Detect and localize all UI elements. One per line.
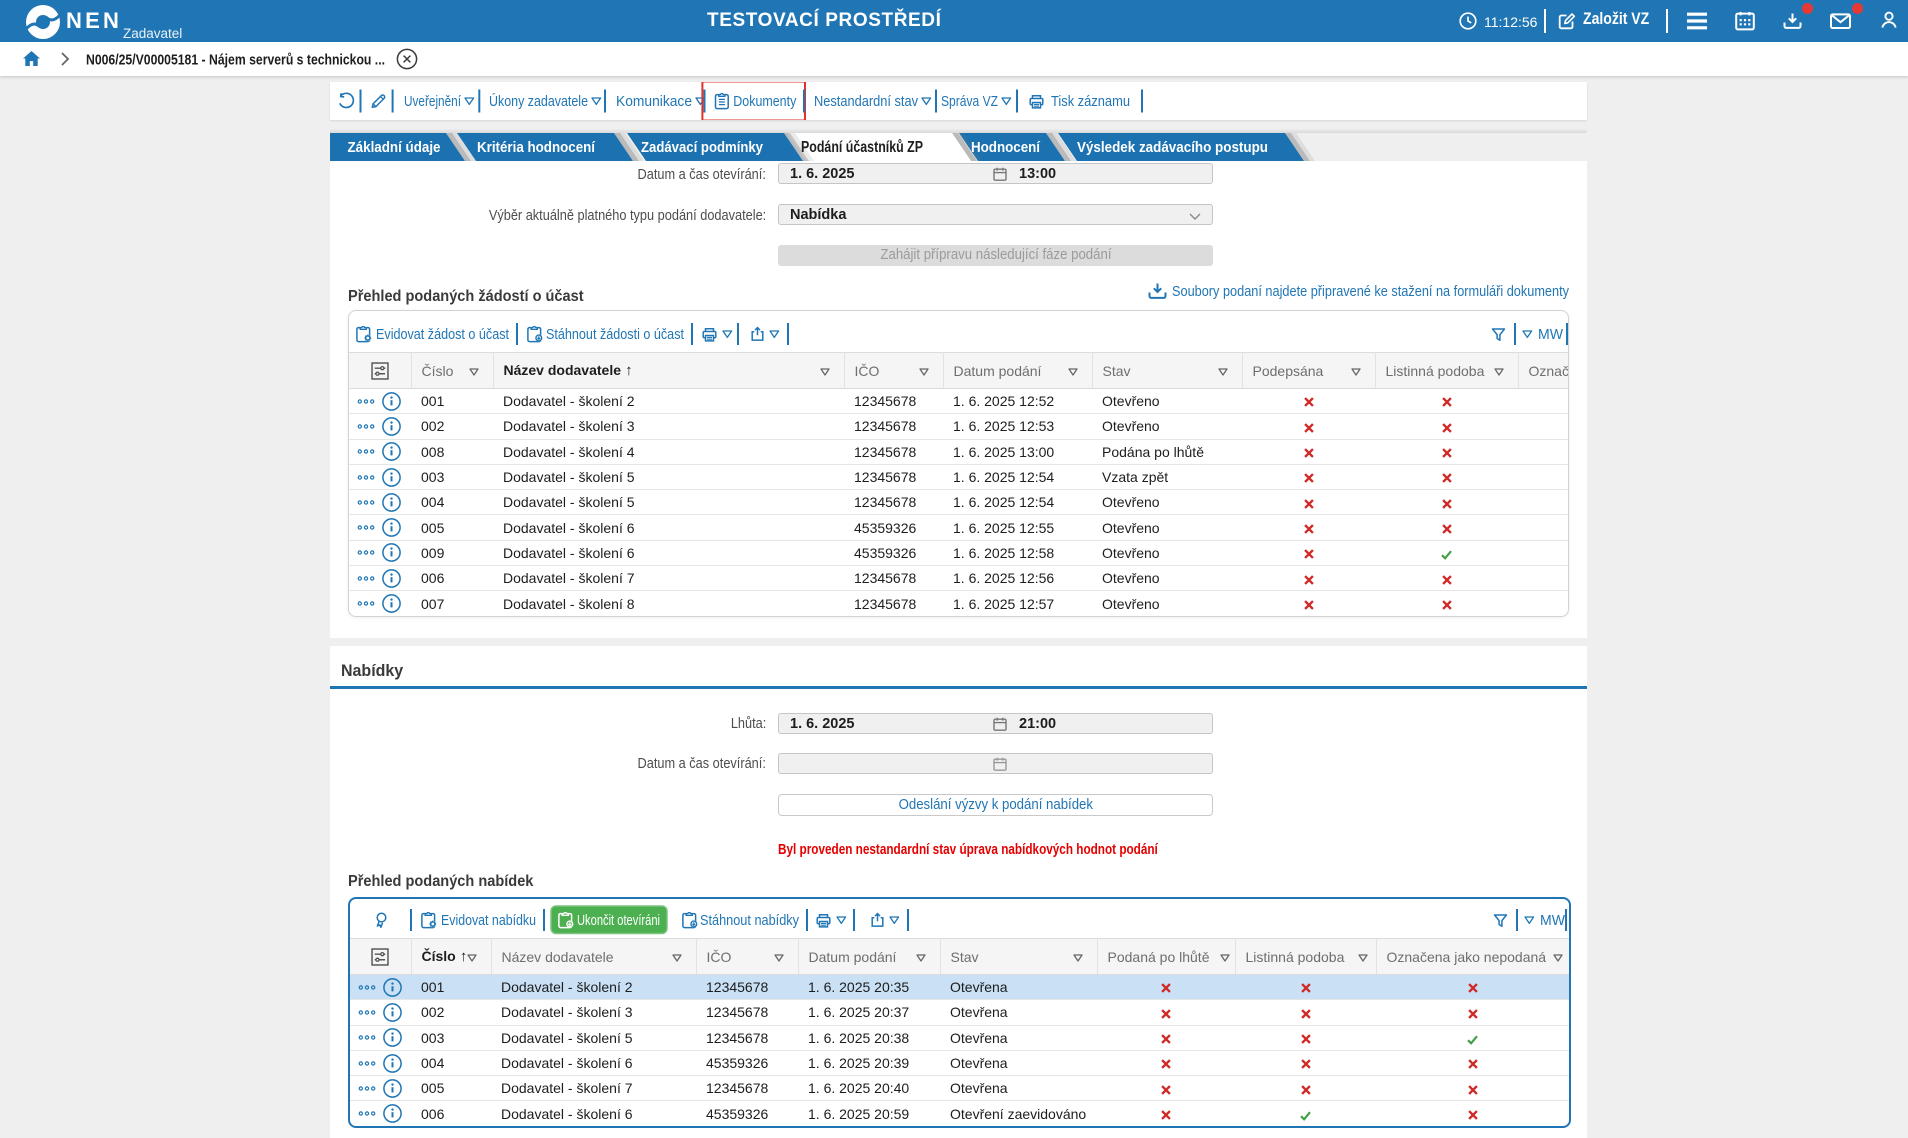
svg-text:Zadávací podmínky: Zadávací podmínky [641, 139, 764, 156]
svg-text:Evidovat žádost o účast: Evidovat žádost o účast [376, 327, 509, 343]
svg-text:Hodnocení: Hodnocení [971, 139, 1041, 156]
svg-text:Stáhnout žádosti o účast: Stáhnout žádosti o účast [546, 327, 684, 343]
svg-text:Uveřejnění: Uveřejnění [404, 94, 461, 110]
svg-text:Výsledek zadávacího postupu: Výsledek zadávacího postupu [1077, 139, 1268, 156]
svg-text:Evidovat nabídku: Evidovat nabídku [441, 913, 536, 929]
svg-text:Nestandardní stav: Nestandardní stav [814, 94, 919, 110]
svg-text:Stáhnout nabídky: Stáhnout nabídky [700, 913, 800, 929]
svg-text:Ukončit otevíráni: Ukončit otevíráni [577, 913, 660, 929]
svg-text:Podání účastníků ZP: Podání účastníků ZP [801, 139, 923, 156]
svg-text:Soubory podaní najdete připrav: Soubory podaní najdete připravené ke sta… [1172, 284, 1570, 300]
svg-text:Komunikace: Komunikace [616, 94, 692, 110]
svg-text:Úkony zadavatele: Úkony zadavatele [489, 93, 588, 110]
svg-text:Základní údaje: Základní údaje [348, 139, 441, 156]
svg-text:MW: MW [1538, 327, 1563, 343]
svg-text:N006/25/V00005181 - Nájem serv: N006/25/V00005181 - Nájem serverů s tech… [86, 52, 385, 69]
svg-text:MW: MW [1540, 913, 1565, 929]
svg-text:Správa VZ: Správa VZ [941, 94, 998, 110]
svg-text:Dokumenty: Dokumenty [733, 94, 797, 110]
svg-text:Kritéria hodnocení: Kritéria hodnocení [477, 139, 596, 156]
svg-text:Tisk záznamu: Tisk záznamu [1051, 94, 1130, 110]
